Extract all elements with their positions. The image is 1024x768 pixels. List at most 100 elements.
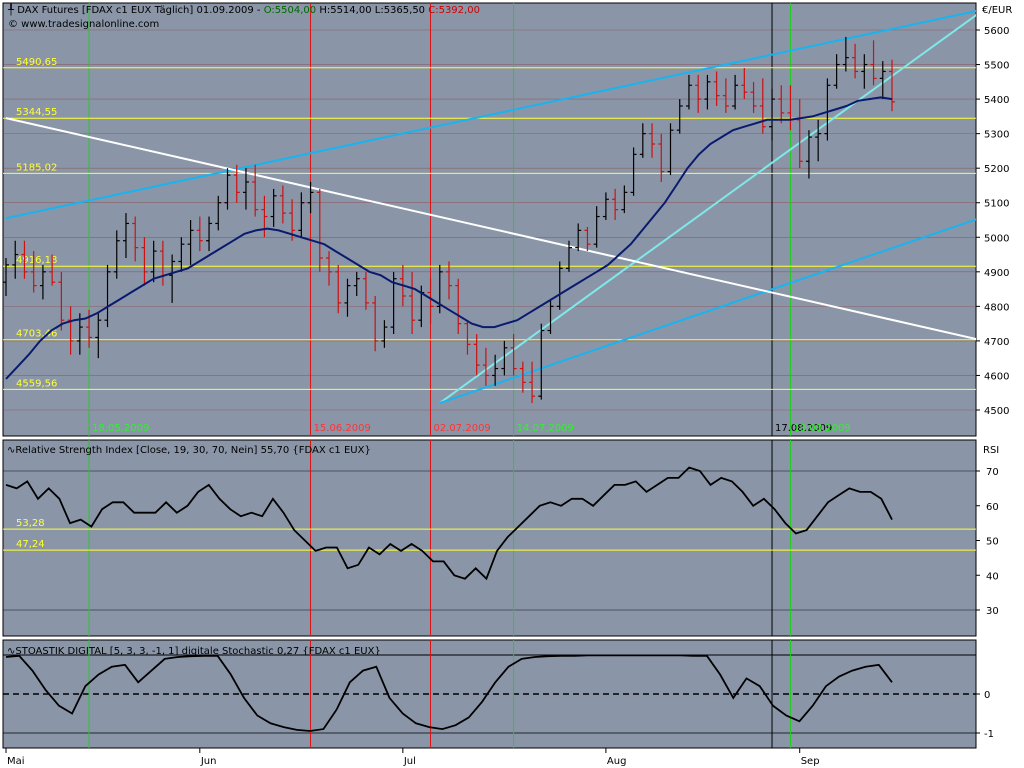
- rsi-panel[interactable]: [2, 439, 977, 637]
- date-marker-label: 18.05.2009: [92, 423, 149, 434]
- ohlc-bar: [169, 254, 176, 303]
- ohlc-bar: [3, 258, 9, 296]
- ohlc-bar: [556, 261, 563, 310]
- support-resistance-levels: 5490,65 5344,55 5185,02 4916,18 4703,46 4559,…: [3, 57, 976, 551]
- ohlc-bar: [676, 99, 683, 134]
- price-tick-label: 5300: [984, 130, 1009, 141]
- ohlc-bar: [58, 271, 65, 331]
- ohlc-bar: [252, 164, 259, 217]
- price-tick-label: 5600: [984, 26, 1009, 37]
- ohlc-bar: [519, 361, 526, 393]
- ohlc-bar: [307, 182, 314, 214]
- ohlc-bar: [141, 237, 148, 286]
- ohlc-bar: [122, 213, 129, 258]
- ohlc-bar: [750, 81, 757, 113]
- ohlc-bar: [732, 74, 739, 110]
- price-tick-label: 4700: [984, 337, 1009, 348]
- time-tick-label: Jul: [403, 756, 416, 767]
- ohlc-bar: [113, 230, 120, 279]
- time-tick-label: Jun: [200, 756, 217, 767]
- ohlc-bar: [612, 188, 619, 220]
- ohlc-bar: [879, 61, 886, 100]
- ohlc-bar: [362, 271, 369, 310]
- trendline-upper-cyan: [5, 10, 976, 220]
- rsi-line: [5, 466, 893, 581]
- ohlc-bar: [602, 192, 609, 220]
- moving-average: [5, 96, 893, 380]
- ohlc-bar: [501, 340, 508, 376]
- ohlc-bar: [473, 334, 480, 376]
- ohlc-bar: [695, 74, 702, 113]
- price-tick-label: 4900: [984, 268, 1009, 279]
- ohlc-bar: [778, 85, 785, 124]
- rsi-axis-label: RSI: [983, 445, 999, 456]
- ohlc-bar: [224, 168, 231, 210]
- ohlc-bar: [593, 206, 600, 248]
- indicator-icon: ∿: [7, 445, 15, 456]
- ohlc-bar: [30, 251, 37, 293]
- ohlc-bar: [67, 306, 74, 355]
- ohlc-bar: [150, 240, 157, 283]
- ohlc-bar: [95, 313, 102, 359]
- date-marker-label: 17.08.2009: [775, 423, 832, 434]
- level-label: 5344,55: [16, 107, 57, 118]
- ohlc-bar: [796, 99, 803, 169]
- price-panel[interactable]: [2, 2, 977, 437]
- low-value: L:5365,50: [375, 5, 425, 16]
- ohlc-bar: [833, 54, 840, 89]
- ohlc-bar: [759, 78, 766, 134]
- ohlc-bar: [49, 254, 56, 286]
- price-unit: €/EUR: [982, 5, 1012, 16]
- high-value: H:5514,00: [319, 5, 371, 16]
- ohlc-bar: [21, 240, 28, 279]
- level-label: 4703,46: [16, 329, 57, 340]
- ohlc-bar: [381, 320, 388, 348]
- ohlc-bar: [852, 43, 859, 79]
- ohlc-bar: [658, 133, 665, 182]
- time-tick-label: Mai: [7, 756, 25, 767]
- ohlc-bar: [805, 130, 812, 179]
- price-tick-label: 5200: [984, 164, 1009, 175]
- price-tick-label: 4800: [984, 302, 1009, 313]
- menu-icon[interactable]: ╀: [8, 3, 17, 16]
- date-marker-label: 15.06.2009: [314, 423, 371, 434]
- time-tick-label: Aug: [607, 756, 627, 767]
- ohlc-bar: [261, 195, 268, 238]
- close-value: C:5392,00: [428, 5, 480, 16]
- trendline-lower-cyan: [439, 218, 976, 405]
- ohlc-bar: [492, 354, 499, 386]
- price-tick-label: 5000: [984, 233, 1009, 244]
- stochastic-title[interactable]: ∿STOASTIK DIGITAL [5, 3, 3, -1, 1] digit…: [7, 646, 381, 657]
- ohlc-bar: [824, 78, 831, 141]
- rsi-series: [5, 466, 893, 581]
- ohlc-bar: [538, 323, 545, 400]
- open-value: O:5504,00: [264, 5, 316, 16]
- level-label: 4559,56: [16, 378, 57, 389]
- ohlc-bar: [215, 195, 222, 231]
- ohlc-bar: [529, 361, 536, 404]
- ohlc-bar: [584, 226, 591, 252]
- ohlc-bar: [455, 278, 462, 334]
- ohlc-bar: [233, 164, 240, 203]
- ohlc-bar: [279, 185, 286, 224]
- stoch-tick-label: 0: [984, 690, 990, 701]
- ohlc-bar: [575, 223, 582, 252]
- ohlc-bar: [685, 74, 692, 110]
- price-tick-label: 5400: [984, 95, 1009, 106]
- level-label: 5490,65: [16, 57, 57, 68]
- rsi-level-label: 53,28: [16, 518, 45, 529]
- ohlc-bar: [326, 251, 333, 286]
- ohlc-bar: [649, 123, 656, 158]
- ohlc-bar: [722, 78, 729, 113]
- rsi-title[interactable]: ∿Relative Strength Index [Close, 19, 30,…: [7, 445, 371, 456]
- ohlc-bar: [842, 36, 849, 72]
- ohlc-bar: [344, 278, 351, 317]
- ohlc-bar: [870, 40, 877, 86]
- rsi-tick-label: 30: [986, 606, 999, 617]
- trendlines: [5, 10, 976, 405]
- ohlc-bar: [889, 59, 895, 112]
- rsi-tick-label: 40: [986, 571, 999, 582]
- axes: 5600 5500 5400 5300 5200 5100 5000 4900 4800 4700…: [5, 26, 1009, 767]
- date-marker-label: 19.08.2009: [793, 423, 850, 434]
